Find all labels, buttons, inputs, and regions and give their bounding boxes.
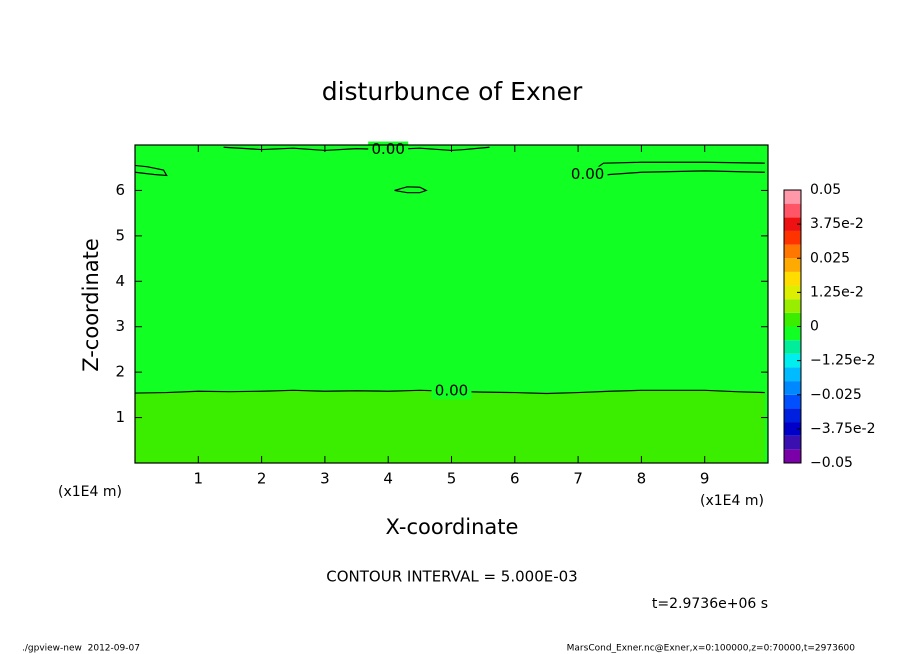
time-label: t=2.9736e+06 s [652, 596, 768, 612]
colorbar-tick-label: 0.025 [810, 250, 850, 266]
colorbar-band [784, 285, 801, 300]
colorbar-band [784, 353, 801, 368]
y-tick-label: 6 [115, 181, 125, 199]
x-unit-label: (x1E4 m) [700, 493, 764, 509]
colorbar-tick-label: −0.025 [810, 387, 862, 403]
x-tick-label: 5 [447, 470, 457, 488]
footer-left: ./gpview-new 2012-09-07 [22, 644, 140, 654]
footer-right: MarsCond_Exner.nc@Exner,x=0:100000,z=0:7… [567, 644, 856, 654]
contour-label-bg [567, 166, 608, 183]
contour-interval: CONTOUR INTERVAL = 5.000E-03 [326, 568, 577, 586]
y-tick-label: 4 [115, 272, 125, 290]
x-unit-label: (x1E4 m) [58, 484, 122, 500]
colorbar-band [784, 203, 801, 218]
colorbar-band [784, 435, 801, 450]
colorbar-tick-label: −3.75e-2 [810, 421, 875, 437]
colorbar-band [784, 258, 801, 272]
colorbar-band [784, 244, 801, 259]
colorbar-band [784, 340, 801, 354]
colorbar-band [784, 449, 801, 463]
contour-label: 0.00 [435, 382, 468, 400]
colorbar-tick-label: 1.25e-2 [810, 284, 864, 300]
contour-line [134, 164, 168, 177]
colorbar-band [784, 367, 801, 382]
x-tick-label: 9 [700, 470, 710, 488]
colorbar-band [784, 408, 801, 423]
colorbar-tick-label: −0.05 [810, 455, 853, 471]
y-tick-label: 3 [115, 317, 125, 335]
y-tick-label: 2 [115, 363, 125, 381]
colorbar-tick-label: −1.25e-2 [810, 353, 875, 369]
colorbar-tick-label: 3.75e-2 [810, 216, 864, 232]
x-tick-label: 3 [320, 470, 330, 488]
colorbar-band [784, 422, 801, 436]
colorbar-band [784, 190, 801, 204]
colorbar-band [784, 312, 801, 327]
colorbar-band [784, 394, 801, 409]
contour-line [394, 186, 428, 194]
colorbar-band [784, 381, 801, 395]
x-tick-label: 7 [573, 470, 583, 488]
y-tick-label: 5 [115, 226, 125, 244]
colorbar-band [784, 271, 801, 286]
colorbar-band [784, 299, 801, 313]
x-axis-label: X-coordinate [386, 515, 519, 539]
contour-label: 0.00 [571, 165, 604, 183]
x-tick-label: 6 [510, 470, 520, 488]
colorbar-tick-label: 0 [810, 319, 819, 335]
y-axis-label: Z-coordinate [79, 238, 103, 372]
colorbar-band [784, 217, 801, 231]
y-tick-label: 1 [115, 408, 125, 426]
x-tick-label: 2 [257, 470, 267, 488]
x-tick-label: 1 [194, 470, 204, 488]
colorbar-tick-label: 0.05 [810, 182, 841, 198]
field-region [135, 390, 768, 463]
colorbar-band [784, 230, 801, 245]
contour-label-bg [431, 383, 472, 400]
x-tick-label: 4 [383, 470, 393, 488]
x-tick-label: 8 [637, 470, 647, 488]
chart-title: disturbunce of Exner [322, 77, 583, 106]
colorbar-band [784, 326, 801, 341]
